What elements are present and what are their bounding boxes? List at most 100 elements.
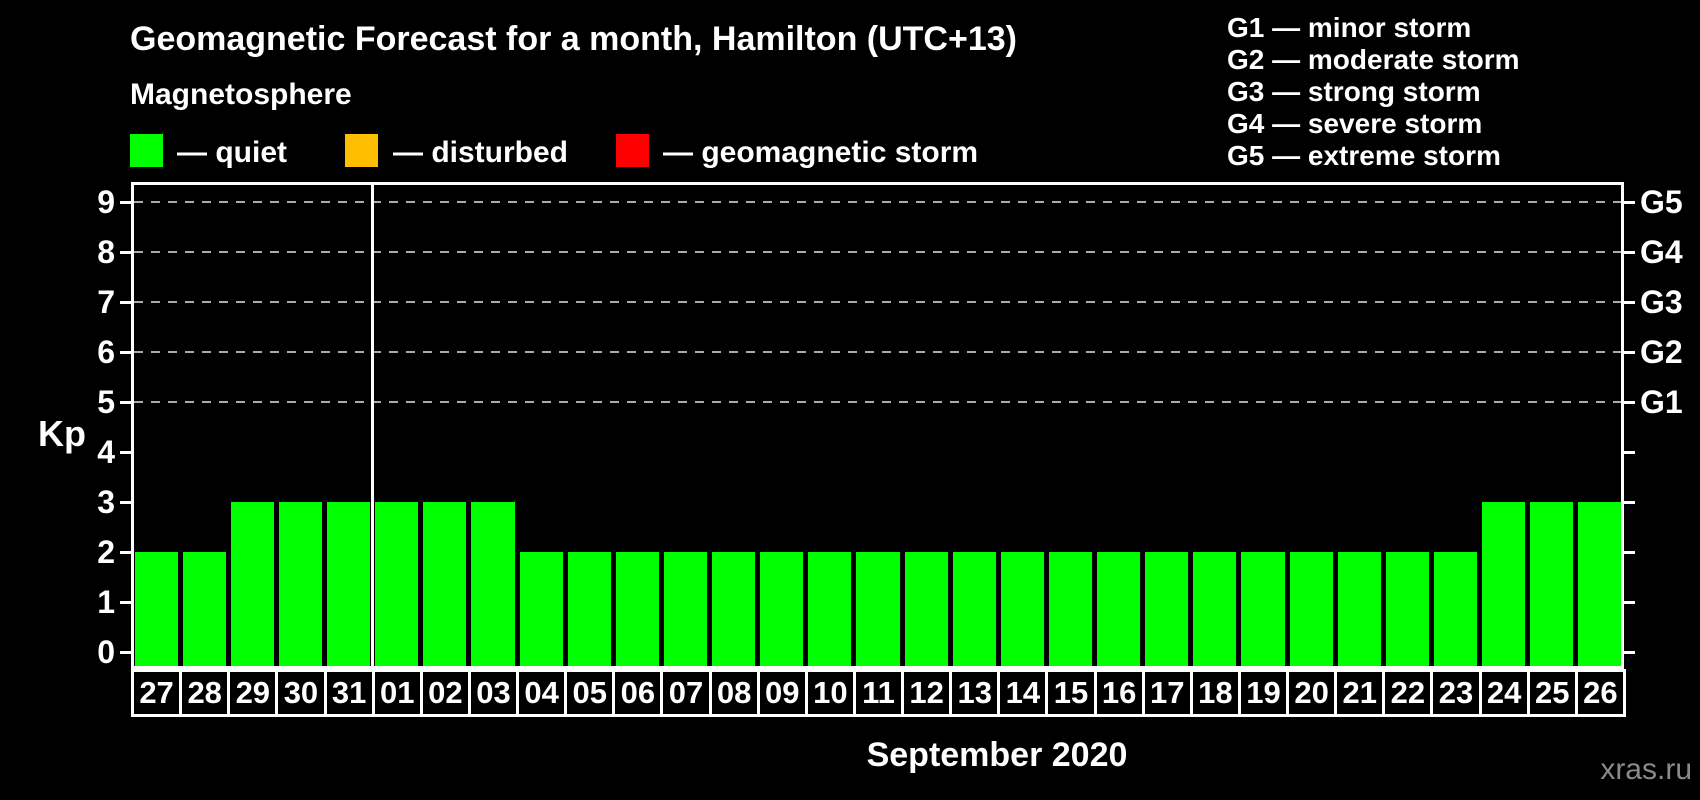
y-axis-tick-label: 8 <box>97 234 115 270</box>
right-axis-label: G4 <box>1640 234 1683 270</box>
right-axis-label: G5 <box>1640 184 1683 220</box>
bar <box>1337 552 1381 666</box>
day-label-cell: 20 <box>1286 669 1338 717</box>
x-axis-title: September 2020 <box>866 736 1128 774</box>
bar <box>1048 552 1093 666</box>
bar <box>663 552 708 666</box>
g-legend-item: G3 — strong storm <box>1227 76 1481 107</box>
right-axis-tick <box>1624 601 1635 604</box>
y-axis-tick-label: 0 <box>97 634 115 670</box>
right-axis-tick <box>1624 651 1635 654</box>
right-axis-tick <box>1624 401 1635 404</box>
bar <box>1145 552 1189 666</box>
day-label-cell: 25 <box>1526 669 1578 717</box>
bar <box>712 552 756 666</box>
plot-border <box>131 182 1624 669</box>
month-separator-line <box>371 185 375 666</box>
bar <box>856 552 900 666</box>
day-label-cell: 26 <box>1574 669 1626 717</box>
bar <box>1193 552 1237 666</box>
bar <box>519 552 563 666</box>
legend-heading: Magnetosphere <box>130 78 352 111</box>
day-label-cell: 27 <box>131 669 183 717</box>
g-legend-item: G4 — severe storm <box>1227 108 1483 139</box>
day-label-cell: 12 <box>901 669 953 717</box>
y-axis-tick-label: 7 <box>97 284 115 320</box>
g-legend-item: G1 — minor storm <box>1227 12 1472 43</box>
right-axis-tick <box>1624 301 1635 304</box>
day-label-cell: 30 <box>275 669 327 717</box>
bar <box>1289 552 1333 666</box>
bar <box>375 502 419 666</box>
bar <box>1482 502 1526 666</box>
gridline <box>134 351 1621 353</box>
y-axis-tick <box>120 501 131 504</box>
legend-swatch <box>345 134 378 167</box>
bar <box>1241 552 1285 666</box>
day-label-cell: 13 <box>949 669 1001 717</box>
bar <box>760 552 804 666</box>
bar <box>134 552 178 666</box>
right-axis-label: G3 <box>1640 284 1683 320</box>
right-axis-label: G2 <box>1640 334 1683 370</box>
y-axis-title: Kp <box>38 413 86 454</box>
day-label-cell: 09 <box>756 669 808 717</box>
right-axis-tick <box>1624 501 1635 504</box>
day-label-cell: 01 <box>371 669 423 717</box>
legend-label: — disturbed <box>393 136 569 169</box>
right-axis-tick <box>1624 251 1635 254</box>
bar <box>1385 552 1429 666</box>
y-axis-tick-label: 9 <box>97 184 115 220</box>
bar <box>904 552 948 666</box>
y-axis-tick <box>120 251 131 254</box>
right-axis-tick <box>1624 551 1635 554</box>
day-label-cell: 04 <box>516 669 568 717</box>
bar <box>1097 552 1141 666</box>
day-label-cell: 16 <box>1093 669 1145 717</box>
y-axis-tick <box>120 601 131 604</box>
y-axis-tick-label: 4 <box>97 434 115 470</box>
y-axis-tick <box>120 351 131 354</box>
y-axis-tick-label: 6 <box>97 334 115 370</box>
bar <box>1000 552 1044 666</box>
day-label-cell: 21 <box>1334 669 1386 717</box>
day-label-cell: 22 <box>1382 669 1434 717</box>
day-label-cell: 07 <box>660 669 712 717</box>
bar <box>471 502 515 666</box>
day-label-cell: 23 <box>1430 669 1482 717</box>
day-label-cell: 11 <box>852 669 905 717</box>
day-label-cell: 17 <box>1141 669 1193 717</box>
chart-title: Geomagnetic Forecast for a month, Hamilt… <box>130 20 1017 58</box>
legend-label: — quiet <box>177 136 287 169</box>
gridline <box>134 401 1621 403</box>
bar <box>567 552 611 666</box>
y-axis-tick-label: 2 <box>97 534 115 570</box>
bar <box>952 552 996 666</box>
y-axis-tick <box>120 301 131 304</box>
watermark: xras.ru <box>1600 753 1692 786</box>
day-label-cell: 02 <box>419 669 471 717</box>
gridline <box>134 251 1621 253</box>
bar <box>1530 502 1574 666</box>
right-axis-tick <box>1624 201 1635 204</box>
right-axis-tick <box>1624 451 1635 454</box>
bar <box>1578 502 1622 666</box>
day-label-cell: 18 <box>1189 669 1241 717</box>
bar <box>278 502 322 666</box>
bar <box>1433 552 1478 666</box>
day-label-cell: 06 <box>612 669 664 717</box>
y-axis-tick <box>120 451 131 454</box>
y-axis-tick <box>120 401 131 404</box>
bar <box>615 552 659 666</box>
y-axis-tick-label: 3 <box>97 484 115 520</box>
day-label-cell: 15 <box>1045 669 1097 717</box>
y-axis-tick <box>120 651 131 654</box>
g-legend-item: G2 — moderate storm <box>1227 44 1520 75</box>
right-axis-tick <box>1624 351 1635 354</box>
right-axis-label: G1 <box>1640 384 1683 420</box>
gridline <box>134 301 1621 303</box>
day-label-cell: 29 <box>227 669 279 717</box>
y-axis-tick <box>120 201 131 204</box>
bar <box>423 502 467 666</box>
